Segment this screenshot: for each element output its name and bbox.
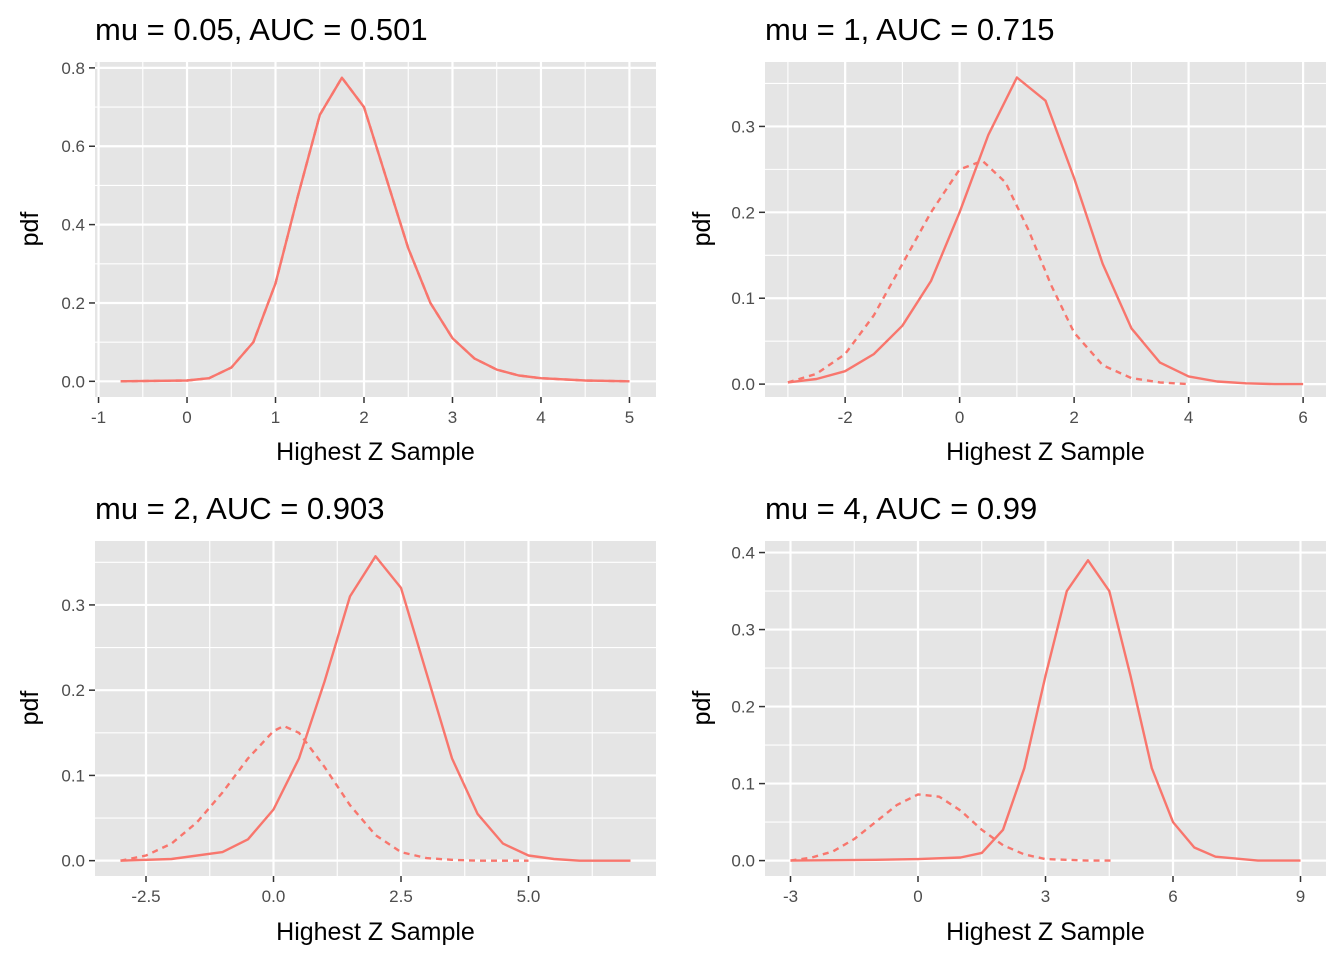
x-tick-label: 2 (1069, 408, 1078, 427)
y-axis-title: pdf (688, 212, 716, 247)
y-tick-label: 0.4 (731, 544, 755, 563)
x-tick-label: 4 (536, 408, 545, 427)
y-tick-label: 0.3 (731, 117, 755, 136)
x-tick-label: 1 (271, 408, 280, 427)
x-tick-label: -2 (838, 408, 853, 427)
x-axis-title: Highest Z Sample (276, 918, 475, 946)
x-tick-label: 2.5 (389, 887, 413, 906)
panel-background (765, 62, 1326, 397)
chart-panel-1: -1 0 1 2 3 4 5 0.0 0.2 0.4 0.6 0.8 mu = 0.05, AUC = … (16, 12, 656, 466)
x-tick-label: 5.0 (517, 887, 541, 906)
x-axis-title: Highest Z Sample (276, 438, 475, 466)
x-tick-label: 0 (955, 408, 964, 427)
chart-title: mu = 1, AUC = 0.715 (765, 12, 1055, 47)
x-tick-label: 3 (448, 408, 457, 427)
series-line-solid (120, 555, 631, 862)
chart-panel-3: -2.5 0.0 2.5 5.0 0.0 0.1 0.2 0.3 mu = 2, AUC = 0… (16, 491, 656, 946)
y-tick-label: 0.2 (731, 203, 755, 222)
x-tick-label: 6 (1298, 408, 1307, 427)
x-tick-label: 3 (1041, 887, 1050, 906)
y-tick-label: 0.0 (61, 372, 85, 391)
x-tick-label: 4 (1184, 408, 1193, 427)
y-tick-label: 0.1 (731, 289, 755, 308)
y-tick-label: 0.3 (61, 596, 85, 615)
y-tick-label: 0.0 (61, 852, 85, 871)
x-tick-label: 0.0 (262, 887, 286, 906)
chart-panel-4: -3 0 3 6 9 0.0 0.1 0.2 0.3 0.4 mu = 4, AUC = 0.99 H… (688, 491, 1326, 946)
y-tick-label: 0.1 (731, 775, 755, 794)
chart-title: mu = 2, AUC = 0.903 (95, 491, 385, 526)
x-tick-label: 0 (182, 408, 191, 427)
x-axis-title: Highest Z Sample (946, 918, 1145, 946)
y-tick-label: 0.4 (61, 216, 85, 235)
chart-title: mu = 4, AUC = 0.99 (765, 491, 1037, 526)
x-tick-label: -2.5 (131, 887, 160, 906)
series-line-solid (787, 76, 1304, 386)
y-tick-label: 0.8 (61, 59, 85, 78)
y-axis-title: pdf (688, 691, 716, 726)
x-tick-label: 9 (1296, 887, 1305, 906)
y-tick-label: 0.3 (731, 621, 755, 640)
y-tick-label: 0.2 (61, 294, 85, 313)
series-line-solid (790, 559, 1301, 862)
series-line-dashed (120, 724, 529, 862)
x-tick-label: 5 (625, 408, 634, 427)
y-axis-title: pdf (16, 212, 44, 247)
y-tick-label: 0.2 (731, 698, 755, 717)
chart-panel-2: -2 0 2 4 6 0.0 0.1 0.2 0.3 mu = 1, AUC = 0.715 Hig… (688, 12, 1326, 466)
x-axis-title: Highest Z Sample (946, 438, 1145, 466)
x-tick-label: 0 (913, 887, 922, 906)
series-line-dashed (120, 76, 630, 383)
panel-background (95, 541, 656, 876)
y-tick-label: 0.6 (61, 137, 85, 156)
y-tick-label: 0.1 (61, 766, 85, 785)
panel-background (95, 62, 656, 397)
y-tick-label: 0.2 (61, 681, 85, 700)
y-tick-label: 0.0 (731, 375, 755, 394)
chart-title: mu = 0.05, AUC = 0.501 (95, 12, 428, 47)
x-tick-label: 6 (1168, 887, 1177, 906)
series-line-dashed (787, 159, 1189, 386)
series-line-dashed (790, 793, 1114, 862)
y-axis-title: pdf (16, 691, 44, 726)
x-tick-label: -3 (783, 887, 798, 906)
x-tick-label: 2 (359, 408, 368, 427)
y-tick-label: 0.0 (731, 852, 755, 871)
x-tick-label: -1 (91, 408, 106, 427)
